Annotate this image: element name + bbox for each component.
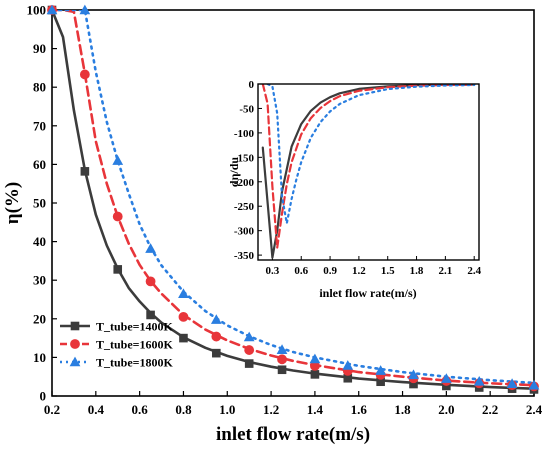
series-3-marker: [112, 155, 124, 165]
main-x-tick-label: 1.2: [263, 402, 279, 417]
series-1-marker: [343, 373, 353, 383]
series-1-marker: [212, 348, 221, 358]
inset-y-tick-label: -200: [234, 177, 255, 189]
series-3-marker: [309, 353, 321, 364]
series-1-marker: [442, 381, 451, 391]
series-3-marker: [178, 288, 189, 299]
series-3-marker: [243, 331, 255, 342]
main-y-tick-label: 90: [33, 41, 46, 56]
inset-x-tick-label: 2.4: [467, 265, 481, 277]
inset-x-tick-label: 2.1: [438, 265, 452, 277]
main-y-tick-label: 80: [33, 80, 46, 95]
main-y-tick-label: 50: [33, 196, 46, 211]
inset-y-tick-label: -250: [234, 201, 255, 213]
series-1-marker: [113, 265, 123, 274]
series-2-marker: [112, 211, 123, 222]
legend-marker-2: [70, 339, 80, 349]
series-1-marker: [376, 377, 385, 387]
main-y-tick-label: 10: [33, 350, 46, 365]
main-y-axis-title: η(%): [2, 182, 23, 224]
series-2-marker: [244, 345, 255, 355]
series-1-marker: [179, 333, 188, 343]
series-3-marker: [79, 4, 91, 15]
series-1-marker: [310, 370, 320, 379]
series-3-marker: [145, 243, 156, 253]
legend-label-1: T_tube=1400K: [96, 320, 174, 334]
series-2-marker: [178, 311, 189, 322]
inset-y-tick-label: -150: [234, 152, 255, 164]
main-markers-layer: [46, 4, 540, 394]
series-2-marker: [211, 331, 222, 342]
main-x-axis-title: inlet flow rate(m/s): [216, 424, 370, 445]
series-3-marker: [276, 344, 288, 354]
main-x-tick-label: 0.6: [132, 402, 149, 417]
main-x-tick-label: 1.8: [394, 402, 411, 417]
main-y-tick-label: 40: [33, 234, 46, 249]
inset-series-line-1: [261, 84, 476, 259]
main-y-tick-label: 100: [27, 3, 47, 18]
inset-y-tick-label: -350: [234, 250, 255, 262]
main-y-tick-label: 0: [40, 389, 47, 404]
series-3-marker: [506, 378, 518, 388]
legend-label-3: T_tube=1800K: [96, 356, 174, 370]
series-3-marker: [375, 365, 387, 375]
main-y-tick-label: 30: [33, 273, 46, 288]
main-x-tick-label: 1.0: [219, 402, 235, 417]
inset-series-line-3: [266, 84, 476, 225]
main-x-tick-label: 2.4: [526, 402, 543, 417]
series-2-marker: [277, 354, 287, 365]
legend-marker-1: [70, 321, 80, 331]
legend-marker-3: [69, 356, 81, 367]
inset-x-tick-label: 1.8: [410, 265, 424, 277]
main-x-tick-label: 2.0: [438, 402, 454, 417]
inset-plot-frame: [257, 83, 480, 261]
inset-y-tick-label: -100: [234, 128, 255, 140]
legend-label-2: T_tube=1600K: [96, 338, 174, 352]
series-2-marker: [79, 69, 90, 80]
legend: T_tube=1400K T_tube=1600K T_tube=1800K: [60, 320, 174, 370]
main-x-tick-label: 0.4: [88, 402, 105, 417]
inset-x-tick-label: 0.6: [294, 265, 308, 277]
main-x-tick-label: 2.2: [482, 402, 498, 417]
inset-y-axis-title: dη/du: [227, 157, 241, 187]
inset-x-axis-title: inlet flow rate(m/s): [319, 286, 416, 300]
series-1-marker: [277, 365, 287, 375]
series-1-marker: [80, 167, 90, 176]
inset-series-line-2: [261, 84, 476, 249]
main-axis-ticks: 0.2 0.4 0.6 0.8 1.0 1.2 1.4 1.6 1.8 2.0 2.2 2.4 0 10 2…: [27, 3, 543, 418]
main-x-tick-label: 0.8: [175, 402, 192, 417]
series-3-marker: [473, 375, 485, 386]
inset-y-tick-label: 0: [249, 79, 255, 91]
main-x-tick-label: 0.2: [44, 402, 60, 417]
inset-x-tick-label: 1.5: [381, 265, 395, 277]
inset-plot-background: [258, 84, 479, 260]
inset-x-tick-label: 0.9: [323, 265, 337, 277]
series-3-marker: [46, 4, 58, 15]
main-x-tick-label: 1.4: [307, 402, 324, 417]
inset-x-tick-label: 1.2: [352, 265, 366, 277]
series-3-marker: [342, 360, 354, 370]
series-1-marker: [146, 310, 155, 320]
main-y-tick-label: 60: [33, 157, 46, 172]
main-y-tick-label: 20: [33, 311, 46, 326]
inset-y-tick-label: -50: [239, 103, 254, 115]
series-2-marker: [145, 276, 156, 287]
inset-x-tick-label: 0.3: [266, 265, 280, 277]
series-1-marker: [244, 359, 254, 368]
series-3-marker: [440, 373, 452, 383]
series-3-marker: [210, 314, 222, 324]
main-x-tick-label: 1.6: [351, 402, 368, 417]
inset-y-tick-label: -300: [234, 226, 255, 238]
main-y-tick-label: 70: [33, 118, 46, 133]
series-1-marker: [409, 379, 418, 389]
series-3-marker: [528, 379, 540, 390]
series-2-marker: [310, 360, 320, 371]
inset-series-layer: [261, 84, 476, 259]
series-3-marker: [408, 369, 419, 380]
